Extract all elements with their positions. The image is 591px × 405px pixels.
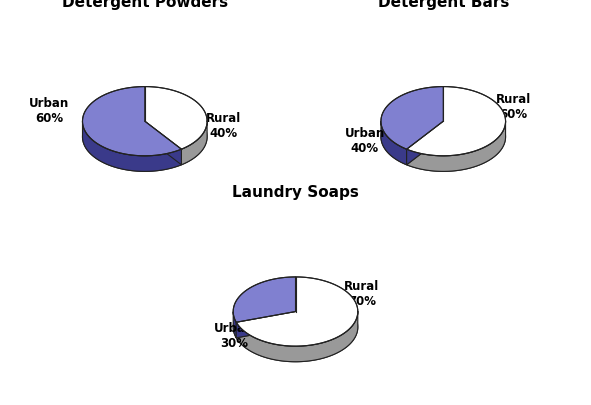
Text: Rural
60%: Rural 60% bbox=[495, 93, 531, 121]
Polygon shape bbox=[233, 312, 236, 338]
Polygon shape bbox=[407, 121, 443, 165]
Text: Urban
30%: Urban 30% bbox=[215, 322, 255, 350]
Polygon shape bbox=[145, 121, 181, 165]
Polygon shape bbox=[145, 121, 181, 165]
Polygon shape bbox=[145, 87, 207, 149]
Title: Detergent Bars: Detergent Bars bbox=[378, 0, 509, 10]
Polygon shape bbox=[236, 277, 358, 346]
Text: Urban
40%: Urban 40% bbox=[345, 127, 385, 155]
Polygon shape bbox=[236, 311, 296, 338]
Polygon shape bbox=[236, 311, 296, 338]
Polygon shape bbox=[407, 87, 505, 156]
Polygon shape bbox=[236, 312, 358, 362]
Polygon shape bbox=[381, 102, 505, 171]
Polygon shape bbox=[407, 121, 443, 165]
Polygon shape bbox=[83, 122, 181, 171]
Text: Rural
40%: Rural 40% bbox=[206, 112, 241, 140]
Polygon shape bbox=[407, 122, 505, 171]
Polygon shape bbox=[83, 102, 207, 171]
Polygon shape bbox=[233, 292, 358, 362]
Polygon shape bbox=[181, 121, 207, 165]
Polygon shape bbox=[83, 87, 181, 156]
Polygon shape bbox=[233, 277, 296, 322]
Text: Urban
60%: Urban 60% bbox=[29, 98, 69, 126]
Title: Laundry Soaps: Laundry Soaps bbox=[232, 185, 359, 200]
Title: Detergent Powders: Detergent Powders bbox=[61, 0, 228, 10]
Text: Rural
70%: Rural 70% bbox=[344, 280, 379, 308]
Polygon shape bbox=[381, 87, 443, 149]
Polygon shape bbox=[381, 121, 407, 165]
